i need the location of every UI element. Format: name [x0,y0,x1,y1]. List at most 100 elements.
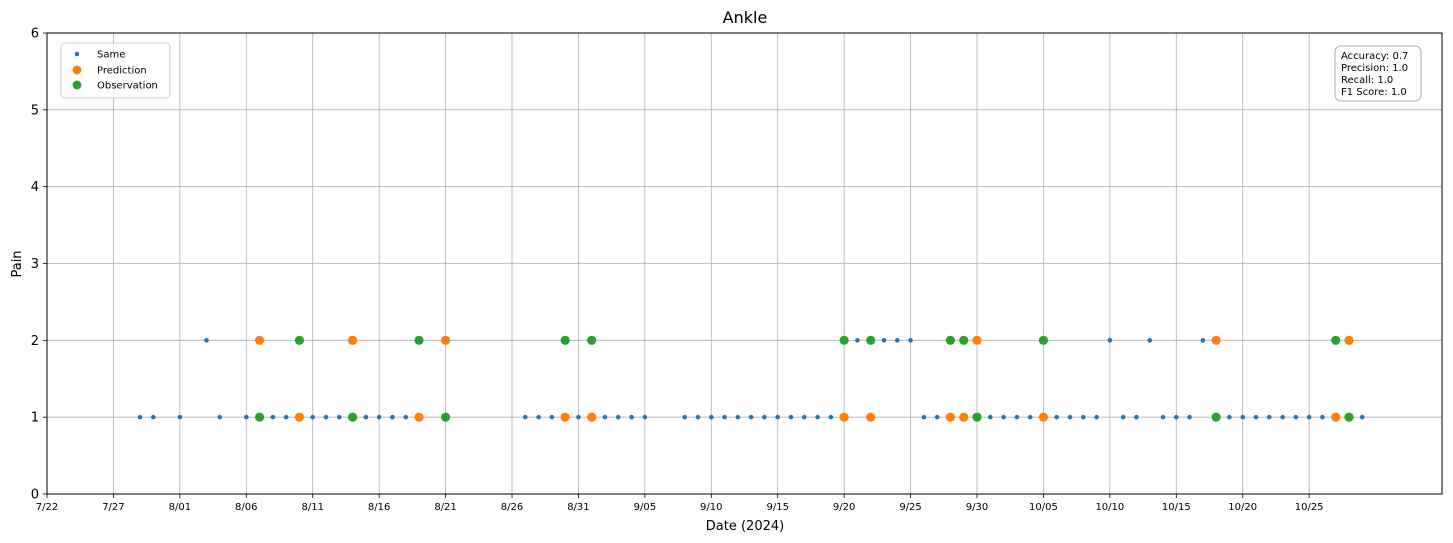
legend-marker-observation [72,80,82,90]
same-point [1240,414,1246,420]
same-point [536,414,541,420]
same-point [894,338,900,343]
same-point [1107,338,1113,343]
x-tick-label: 8/06 [235,502,257,513]
x-tick-label: 9/25 [899,502,921,513]
y-axis-label: Pain [10,250,25,277]
metric-recall: Recall: 1.0 [1341,75,1393,86]
prediction-point [1331,412,1341,422]
y-tick-label: 6 [31,27,39,42]
same-point [1266,414,1272,420]
same-point [1359,414,1365,420]
same-point [576,414,581,420]
same-point [137,414,143,420]
x-tick-label: 8/11 [301,502,323,513]
observation-point [1211,412,1221,422]
prediction-point [1038,412,1049,422]
y-tick-label: 1 [31,411,39,426]
same-point [217,414,223,420]
legend: Same Prediction Observation [60,42,171,99]
same-point [1320,414,1325,420]
grid-lines [46,32,1442,495]
x-tick-label: 10/20 [1228,502,1257,513]
observation-point [866,335,876,345]
x-tick-label: 8/01 [169,502,191,513]
prediction-point [839,412,849,422]
prediction-point [560,412,570,422]
same-point [735,414,741,420]
same-point [1067,414,1073,420]
same-point [1200,338,1206,343]
x-tick-label: 8/26 [501,502,523,513]
metric-accuracy: Accuracy: 0.7 [1341,51,1408,62]
legend-label-same: Same [97,50,125,61]
y-tick-label: 4 [31,180,39,195]
same-point [921,414,927,420]
same-point [815,414,820,420]
same-point [695,414,701,420]
same-point [708,414,714,420]
legend-box [60,42,171,99]
same-point [1227,414,1232,420]
prediction-point [945,412,956,422]
observation-point [1331,335,1341,345]
same-point [310,414,316,420]
data-points [137,335,1365,422]
same-point [748,414,754,420]
observation-point [839,335,849,345]
same-point [390,414,395,420]
x-axis-label: Date (2024) [706,519,784,534]
x-tick-label: 10/15 [1162,502,1191,513]
same-point [1253,414,1259,420]
y-tick-label: 3 [31,257,39,272]
prediction-point [440,335,451,345]
y-tick-label: 0 [31,488,39,503]
x-tick-label: 9/15 [766,502,788,513]
observation-point [587,335,597,345]
legend-label-prediction: Prediction [97,66,147,77]
prediction-point [587,412,597,422]
x-tick-label: 8/31 [567,502,589,513]
observation-point [1038,335,1049,345]
same-point [908,338,913,343]
same-point [1187,414,1192,420]
same-point [177,414,183,420]
observation-point [959,335,969,345]
same-point [150,414,156,420]
same-point [987,414,993,420]
x-tick-label: 7/27 [102,502,124,513]
same-point [336,414,342,420]
same-point [549,414,555,420]
same-point [602,414,608,420]
observation-point [254,412,265,422]
prediction-point [1344,335,1354,345]
same-point [642,414,648,420]
same-point [1120,414,1126,420]
same-point [403,414,409,420]
x-tick-label: 9/20 [833,502,855,513]
x-tick-label: 8/16 [368,502,390,513]
prediction-point [294,412,305,422]
same-point [1027,414,1033,420]
metrics-box [1334,45,1422,102]
same-point [1001,414,1006,420]
x-tick-label: 9/10 [700,502,722,513]
same-point [762,414,767,420]
y-tick-label: 5 [31,103,39,118]
same-point [788,414,794,420]
same-point [1014,414,1020,420]
same-point [1134,414,1139,420]
same-point [323,414,329,420]
same-point [1160,414,1166,420]
same-point [243,414,249,420]
x-tick-label: 9/30 [966,502,988,513]
metric-precision: Precision: 1.0 [1341,63,1408,74]
legend-marker-prediction [72,65,82,75]
same-point [522,414,528,420]
same-point [615,414,621,420]
x-axis-ticks: 7/22 7/27 8/01 8/06 8/11 8/16 8/21 8/26 8/31 9/05… [36,494,1324,513]
prediction-point [959,412,969,422]
same-point [801,414,807,420]
x-tick-label: 10/10 [1095,502,1124,513]
